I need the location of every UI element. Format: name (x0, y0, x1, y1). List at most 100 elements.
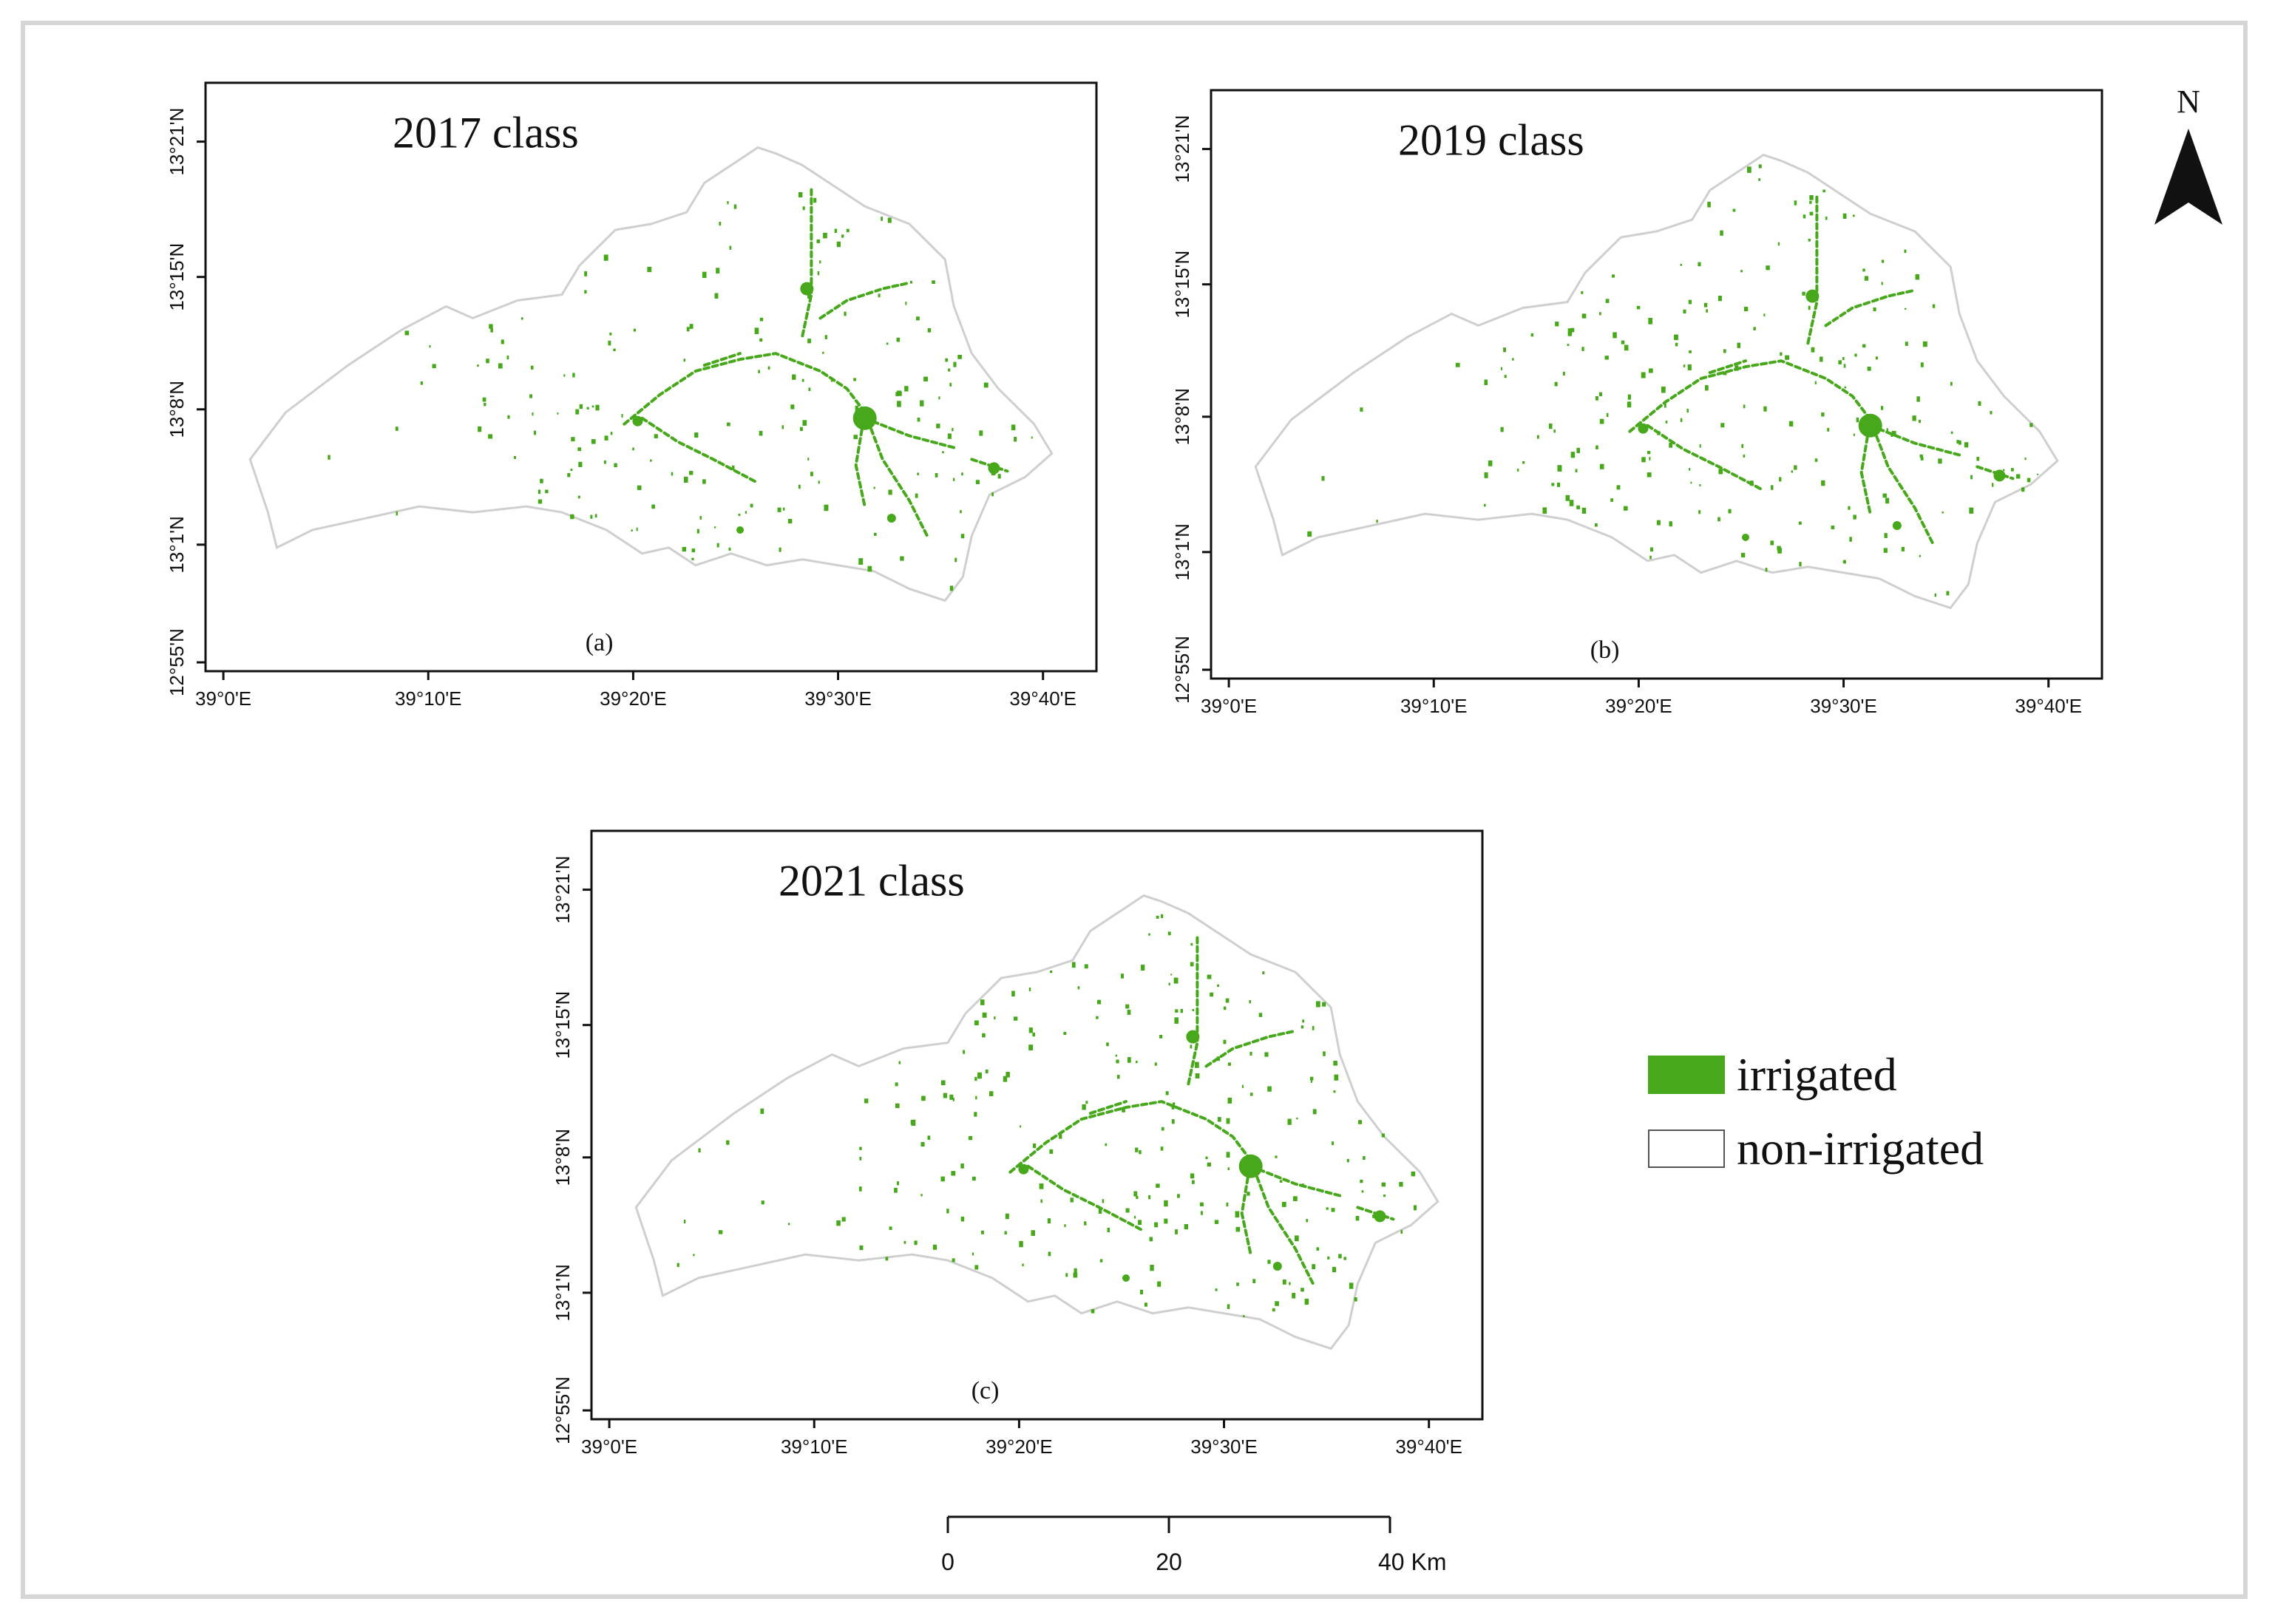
irrigated-pixel (613, 348, 616, 352)
irrigated-pixel (1174, 1017, 1179, 1024)
irrigated-pixel (1327, 1256, 1330, 1260)
irrigated-pixel (1567, 328, 1573, 334)
irrigated-pixel (647, 266, 652, 273)
irrigated-pixel (1154, 1222, 1159, 1228)
irrigated-pixel (1838, 360, 1842, 364)
irrigated-pixel (1249, 1051, 1252, 1056)
irrigated-pixel (1070, 1197, 1074, 1203)
irrigated-pixel (1627, 401, 1632, 408)
irrigated-pixel (952, 1098, 954, 1101)
irrigated-pixel (1323, 1051, 1326, 1056)
irrigated-pixel (1354, 1297, 1357, 1302)
irrigated-pixel (923, 376, 929, 382)
irrigated-pixel (952, 478, 955, 481)
irrigated-pixel (859, 1245, 864, 1251)
irrigated-pixel (1322, 1002, 1326, 1007)
irrigated-patch (886, 514, 896, 523)
irrigated-pixel (1567, 332, 1573, 336)
irrigated-pixel (1363, 1156, 1366, 1160)
irrigated-pixel (878, 293, 881, 298)
irrigated-pixel (1536, 435, 1539, 439)
irrigated-pixel (1205, 1156, 1208, 1160)
irrigated-pixel (1227, 1098, 1232, 1104)
irrigated-pixel (1854, 353, 1857, 357)
irrigated-pixel (1920, 362, 1924, 367)
irrigated-pixel (1316, 1001, 1320, 1008)
irrigated-pixel (1732, 208, 1736, 212)
irrigated-pixel (1627, 394, 1631, 400)
irrigated-pixel (859, 1156, 862, 1161)
irrigated-pixel (1581, 291, 1584, 294)
irrigated-pixel (1399, 1181, 1403, 1187)
irrigated-pixel (1753, 327, 1756, 330)
irrigated-pixel (1107, 1227, 1110, 1233)
irrigated-pixel (395, 427, 399, 431)
irrigated-pixel (858, 1186, 862, 1192)
irrigated-pixel (1919, 419, 1921, 424)
irrigated-pixel (1703, 302, 1708, 308)
irrigated-pixel (915, 493, 918, 498)
irrigated-pixel (1455, 362, 1460, 367)
irrigated-pixel (1106, 1042, 1109, 1047)
irrigated-pixel (590, 514, 593, 519)
figure-frame: 39°0'E 39°10'E 39°20'E 39°30'E 39°40'E 12°55'… (21, 21, 2248, 1599)
irrigated-stream (1187, 935, 1199, 1086)
lat-tick-label: 13°21'N (552, 856, 574, 924)
irrigated-pixel (1976, 457, 1980, 461)
irrigated-pixel (1569, 500, 1574, 506)
irrigated-pixel (1950, 431, 1953, 435)
irrigated-pixel (1680, 418, 1683, 422)
irrigated-pixel (1500, 367, 1503, 370)
lon-tick-label: 39°0'E (195, 687, 251, 710)
irrigated-patch (852, 406, 877, 430)
irrigated-pixel (1717, 517, 1720, 522)
legend-swatch-irrigated (1648, 1056, 1725, 1094)
irrigated-pixel (991, 492, 994, 497)
irrigated-pixel (532, 412, 534, 416)
irrigated-pixel (994, 1016, 996, 1020)
irrigated-pixel (691, 548, 696, 553)
irrigated-pixel (1723, 371, 1727, 376)
lon-tick-label: 39°20'E (600, 687, 667, 710)
irrigated-pixel (1097, 999, 1102, 1005)
irrigated-pixel (1236, 1282, 1239, 1286)
irrigated-pixel (529, 394, 533, 398)
irrigated-pixel (478, 426, 482, 432)
irrigated-pixel (1031, 436, 1033, 439)
lon-tick-label: 39°20'E (1605, 695, 1672, 717)
lat-tick-label: 13°15'N (166, 243, 188, 311)
irrigated-stream (818, 281, 911, 320)
irrigated-pixel (841, 234, 844, 238)
irrigated-stream (1824, 288, 1916, 327)
irrigated-pixel (633, 328, 637, 332)
irrigated-pixel (1170, 974, 1173, 976)
irrigated-pixel (1875, 356, 1879, 360)
irrigated-patch (1186, 1030, 1200, 1044)
irrigated-pixel (1376, 520, 1378, 523)
irrigated-pixel (1085, 1101, 1088, 1104)
map-figure: 39°0'E 39°10'E 39°20'E 39°30'E 39°40'E 12°55'… (166, 81, 2222, 1575)
irrigated-pixel (1223, 1006, 1227, 1010)
irrigated-pixel (1161, 914, 1164, 919)
irrigated-pixel (745, 511, 747, 514)
irrigated-pixel (1705, 385, 1709, 391)
irrigated-pixel (1207, 1162, 1211, 1167)
irrigated-pixel (2024, 458, 2027, 461)
irrigated-pixel (824, 504, 829, 512)
irrigated-pixel (1334, 1074, 1339, 1081)
irrigated-pixel (1613, 332, 1617, 339)
irrigated-pixel (1116, 1059, 1119, 1064)
irrigated-pixel (1019, 1240, 1023, 1248)
irrigated-pixel (1867, 367, 1871, 371)
irrigated-pixel (1698, 510, 1701, 514)
irrigated-pixel (927, 1135, 931, 1140)
lat-tick-label: 13°8'N (1171, 388, 1193, 446)
irrigated-pixel (1125, 1208, 1130, 1213)
irrigated-pixel (759, 430, 763, 436)
irrigated-pixel (513, 455, 516, 459)
irrigated-pixel (1190, 1173, 1195, 1179)
irrigated-pixel (1168, 982, 1170, 986)
irrigated-pixel (1195, 1073, 1200, 1078)
irrigated-pixel (859, 1146, 862, 1150)
irrigated-pixel (1115, 1054, 1118, 1057)
